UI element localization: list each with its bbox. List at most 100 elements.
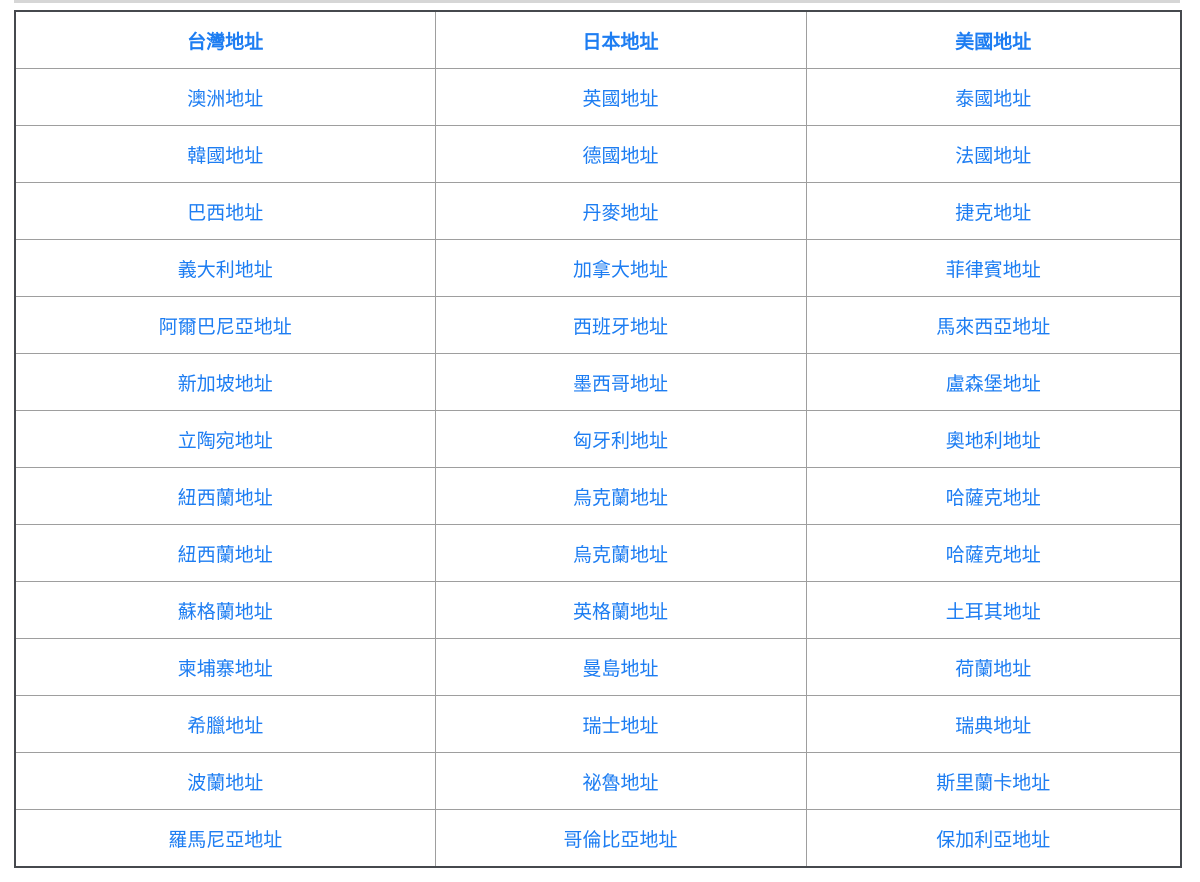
- table-cell: 波蘭地址: [14, 752, 436, 810]
- address-link[interactable]: 保加利亞地址: [936, 829, 1051, 851]
- table-row: 希臘地址 瑞士地址 瑞典地址: [14, 695, 1182, 753]
- table-row: 羅馬尼亞地址 哥倫比亞地址 保加利亞地址: [14, 809, 1182, 868]
- address-link[interactable]: 義大利地址: [177, 259, 273, 281]
- address-link[interactable]: 阿爾巴尼亞地址: [158, 316, 292, 338]
- address-link[interactable]: 柬埔寨地址: [177, 658, 273, 680]
- table-cell: 保加利亞地址: [805, 809, 1182, 868]
- address-link[interactable]: 丹麥地址: [582, 202, 659, 224]
- address-link[interactable]: 荷蘭地址: [955, 658, 1032, 680]
- table-cell: 泰國地址: [805, 68, 1182, 126]
- address-link[interactable]: 新加坡地址: [177, 373, 273, 395]
- address-link[interactable]: 日本地址: [582, 31, 659, 53]
- address-link[interactable]: 烏克蘭地址: [572, 487, 668, 509]
- table-cell: 烏克蘭地址: [434, 524, 807, 582]
- table-row: 波蘭地址 祕魯地址 斯里蘭卡地址: [14, 752, 1182, 810]
- table-row: 蘇格蘭地址 英格蘭地址 土耳其地址: [14, 581, 1182, 639]
- address-link[interactable]: 匈牙利地址: [572, 430, 668, 452]
- table-cell: 阿爾巴尼亞地址: [14, 296, 436, 354]
- table-cell: 曼島地址: [434, 638, 807, 696]
- table-cell: 英國地址: [434, 68, 807, 126]
- table-cell: 哈薩克地址: [805, 467, 1182, 525]
- table-cell: 祕魯地址: [434, 752, 807, 810]
- address-link[interactable]: 波蘭地址: [187, 772, 264, 794]
- table-cell: 紐西蘭地址: [14, 467, 436, 525]
- table-cell: 立陶宛地址: [14, 410, 436, 468]
- address-link[interactable]: 台灣地址: [187, 31, 264, 53]
- table-cell: 盧森堡地址: [805, 353, 1182, 411]
- address-link[interactable]: 澳洲地址: [187, 88, 264, 110]
- table-cell: 韓國地址: [14, 125, 436, 183]
- table-row: 阿爾巴尼亞地址 西班牙地址 馬來西亞地址: [14, 296, 1182, 354]
- address-link[interactable]: 加拿大地址: [572, 259, 668, 281]
- header-cell: 台灣地址: [14, 10, 436, 69]
- table-row: 柬埔寨地址 曼島地址 荷蘭地址: [14, 638, 1182, 696]
- address-link[interactable]: 哈薩克地址: [945, 487, 1041, 509]
- table-cell: 土耳其地址: [805, 581, 1182, 639]
- table-cell: 英格蘭地址: [434, 581, 807, 639]
- address-link[interactable]: 英國地址: [582, 88, 659, 110]
- table-cell: 哥倫比亞地址: [434, 809, 807, 868]
- address-link[interactable]: 瑞士地址: [582, 715, 659, 737]
- table-row: 紐西蘭地址 烏克蘭地址 哈薩克地址: [14, 467, 1182, 525]
- address-link[interactable]: 瑞典地址: [955, 715, 1032, 737]
- table-cell: 羅馬尼亞地址: [14, 809, 436, 868]
- address-link[interactable]: 捷克地址: [955, 202, 1032, 224]
- table-cell: 烏克蘭地址: [434, 467, 807, 525]
- table-cell: 哈薩克地址: [805, 524, 1182, 582]
- address-link[interactable]: 德國地址: [582, 145, 659, 167]
- header-cell: 日本地址: [434, 10, 807, 69]
- table-cell: 瑞士地址: [434, 695, 807, 753]
- address-link[interactable]: 泰國地址: [955, 88, 1032, 110]
- address-link[interactable]: 法國地址: [955, 145, 1032, 167]
- address-link[interactable]: 奧地利地址: [945, 430, 1041, 452]
- address-link[interactable]: 土耳其地址: [945, 601, 1041, 623]
- address-link[interactable]: 希臘地址: [187, 715, 264, 737]
- table-row: 新加坡地址 墨西哥地址 盧森堡地址: [14, 353, 1182, 411]
- table-cell: 墨西哥地址: [434, 353, 807, 411]
- cut-off-row-edge: [14, 0, 1180, 3]
- table-body: 澳洲地址 英國地址 泰國地址韓國地址 德國地址 法國地址巴西地址 丹麥地址 捷克地址義大利地…: [14, 68, 1182, 868]
- table-cell: 柬埔寨地址: [14, 638, 436, 696]
- address-link[interactable]: 盧森堡地址: [945, 373, 1041, 395]
- table-cell: 匈牙利地址: [434, 410, 807, 468]
- header-row: 台灣地址 日本地址 美國地址: [14, 10, 1182, 69]
- table-cell: 巴西地址: [14, 182, 436, 240]
- address-link[interactable]: 祕魯地址: [582, 772, 659, 794]
- table-row: 立陶宛地址 匈牙利地址 奧地利地址: [14, 410, 1182, 468]
- table-row: 義大利地址 加拿大地址 菲律賓地址: [14, 239, 1182, 297]
- address-link[interactable]: 紐西蘭地址: [177, 544, 273, 566]
- address-link[interactable]: 烏克蘭地址: [572, 544, 668, 566]
- address-link[interactable]: 墨西哥地址: [572, 373, 668, 395]
- table-row: 巴西地址 丹麥地址 捷克地址: [14, 182, 1182, 240]
- address-link[interactable]: 紐西蘭地址: [177, 487, 273, 509]
- table-cell: 奧地利地址: [805, 410, 1182, 468]
- address-link[interactable]: 立陶宛地址: [177, 430, 273, 452]
- address-link[interactable]: 蘇格蘭地址: [177, 601, 273, 623]
- table-row: 韓國地址 德國地址 法國地址: [14, 125, 1182, 183]
- address-link[interactable]: 斯里蘭卡地址: [936, 772, 1051, 794]
- address-link[interactable]: 哥倫比亞地址: [563, 829, 678, 851]
- address-link[interactable]: 羅馬尼亞地址: [168, 829, 283, 851]
- table-cell: 加拿大地址: [434, 239, 807, 297]
- table-cell: 法國地址: [805, 125, 1182, 183]
- table-cell: 紐西蘭地址: [14, 524, 436, 582]
- address-link[interactable]: 美國地址: [955, 31, 1032, 53]
- table-cell: 瑞典地址: [805, 695, 1182, 753]
- table-cell: 義大利地址: [14, 239, 436, 297]
- address-links-table: 台灣地址 日本地址 美國地址 澳洲地址 英國地址 泰國地址韓國地址 德國地址 法國地址巴西地…: [14, 10, 1182, 868]
- address-link[interactable]: 韓國地址: [187, 145, 264, 167]
- table-cell: 捷克地址: [805, 182, 1182, 240]
- table-cell: 西班牙地址: [434, 296, 807, 354]
- table-cell: 希臘地址: [14, 695, 436, 753]
- address-link[interactable]: 哈薩克地址: [945, 544, 1041, 566]
- table-row: 紐西蘭地址 烏克蘭地址 哈薩克地址: [14, 524, 1182, 582]
- address-link[interactable]: 馬來西亞地址: [936, 316, 1051, 338]
- address-link[interactable]: 英格蘭地址: [572, 601, 668, 623]
- address-link[interactable]: 西班牙地址: [572, 316, 668, 338]
- table-cell: 斯里蘭卡地址: [805, 752, 1182, 810]
- address-link[interactable]: 巴西地址: [187, 202, 264, 224]
- address-link[interactable]: 曼島地址: [582, 658, 659, 680]
- address-link[interactable]: 菲律賓地址: [945, 259, 1041, 281]
- header-cell: 美國地址: [805, 10, 1182, 69]
- table-cell: 丹麥地址: [434, 182, 807, 240]
